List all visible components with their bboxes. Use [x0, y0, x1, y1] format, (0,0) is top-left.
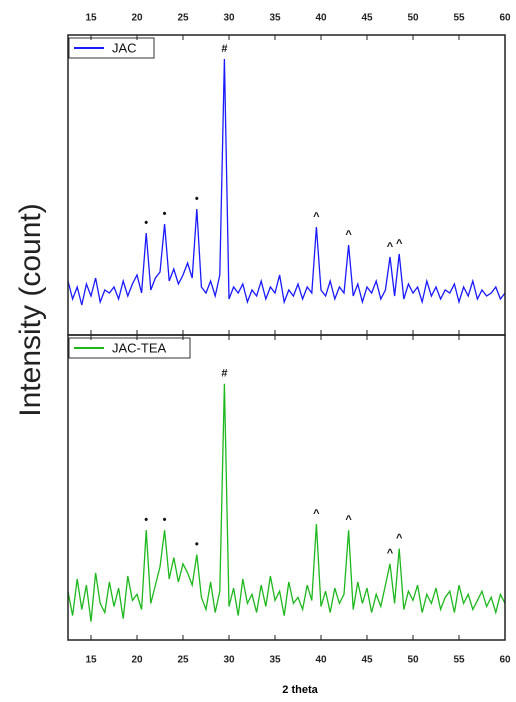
series-line — [67, 383, 506, 622]
legend-label: JAC-TEA — [112, 340, 167, 355]
panel-frame — [67, 34, 506, 336]
peak-marker: ^ — [396, 532, 403, 544]
peak-marker: # — [221, 368, 227, 380]
peak-marker: ^ — [313, 211, 320, 223]
panel-frame — [67, 334, 506, 641]
peak-marker: • — [163, 208, 167, 220]
x-tick-label: 60 — [499, 655, 511, 666]
x-tick-label: 50 — [407, 13, 419, 24]
legend-box — [68, 337, 191, 359]
legend-label: JAC — [112, 40, 137, 55]
x-tick-label: 60 — [499, 13, 511, 24]
x-tick-label: 25 — [177, 13, 189, 24]
x-tick-label: 35 — [269, 655, 281, 666]
x-tick-label: 55 — [453, 655, 465, 666]
x-tick-label: 25 — [177, 655, 189, 666]
y-axis-label: Intensity (count) — [14, 203, 47, 416]
x-tick-label: 45 — [361, 13, 373, 24]
x-tick-label: 30 — [223, 655, 235, 666]
peak-marker: ^ — [387, 241, 394, 253]
x-tick-label: 40 — [315, 13, 327, 24]
x-tick-label: 30 — [223, 13, 235, 24]
x-tick-label: 55 — [453, 13, 465, 24]
x-tick-label: 50 — [407, 655, 419, 666]
peak-marker: • — [195, 193, 199, 205]
x-tick-label: 15 — [85, 13, 97, 24]
x-tick-label: 40 — [315, 655, 327, 666]
x-tick-label: 20 — [131, 655, 143, 666]
peak-marker: • — [144, 514, 148, 526]
x-tick-label: 15 — [85, 655, 97, 666]
peak-marker: • — [163, 514, 167, 526]
peak-marker: ^ — [345, 229, 352, 241]
x-axis-label: 2 theta — [282, 684, 318, 696]
x-tick-label: 45 — [361, 655, 373, 666]
series-line — [67, 58, 506, 306]
peak-marker: ^ — [396, 238, 403, 250]
x-tick-label: 20 — [131, 13, 143, 24]
peak-marker: ^ — [313, 508, 320, 520]
x-tick-label: 35 — [269, 13, 281, 24]
peak-marker: ^ — [345, 514, 352, 526]
peak-marker: ^ — [387, 548, 394, 560]
peak-marker: # — [221, 43, 227, 55]
peak-marker: • — [144, 217, 148, 229]
legend-box — [68, 37, 155, 59]
peak-marker: • — [195, 539, 199, 551]
